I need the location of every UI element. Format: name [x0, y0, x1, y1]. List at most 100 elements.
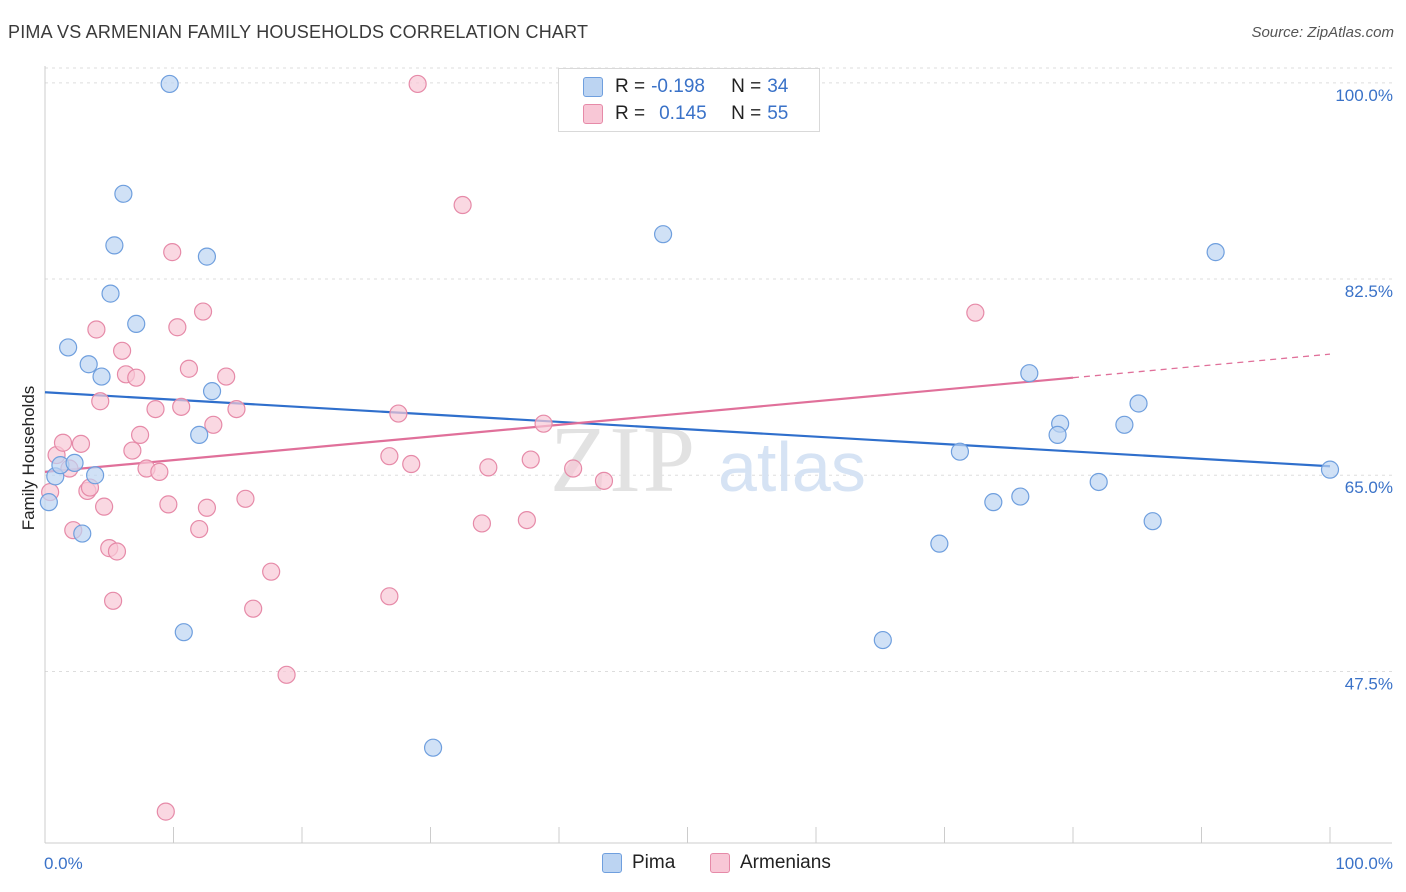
- armenians-point: [159, 495, 178, 514]
- pima-trend-line: [44, 391, 1331, 468]
- pima-legend-swatch: [602, 853, 622, 873]
- armenians-point: [53, 433, 73, 452]
- pima-point: [86, 466, 105, 485]
- grid-layer: [45, 67, 1392, 672]
- trend-lines: [44, 353, 1331, 473]
- armenians-point: [236, 489, 255, 508]
- chart-title: PIMA VS ARMENIAN FAMILY HOUSEHOLDS CORRE…: [8, 22, 589, 42]
- axis-labels: 100.0% 82.5% 65.0% 47.5% 0.0% 100.0%: [44, 86, 1393, 873]
- pima-point: [1143, 512, 1162, 531]
- armenians-n-label: N =: [731, 103, 762, 124]
- armenians-point: [163, 243, 182, 262]
- armenians-point: [168, 318, 187, 337]
- armenians-point: [146, 399, 165, 419]
- armenians-point: [389, 404, 408, 423]
- armenians-point: [87, 320, 106, 339]
- armenians-swatch: [583, 104, 603, 124]
- armenians-point: [534, 414, 553, 433]
- pima-point: [105, 236, 124, 255]
- pima-point: [1020, 364, 1039, 383]
- pima-point: [873, 630, 892, 650]
- series-legend: Pima Armenians: [0, 852, 1406, 878]
- watermark-atlas: atlas: [718, 428, 866, 506]
- armenians-point: [408, 74, 427, 94]
- pima-point: [653, 225, 673, 244]
- armenians-point: [966, 303, 985, 322]
- armenians-point: [380, 587, 399, 606]
- armenians-point: [179, 359, 199, 378]
- pima-point: [174, 623, 193, 642]
- armenians-n-value: 55: [767, 103, 789, 124]
- armenians-point: [521, 450, 540, 469]
- armenians-point: [277, 665, 296, 684]
- armenians-point: [227, 399, 246, 419]
- armenians-trend-extension: [1072, 353, 1331, 379]
- armenians-point: [190, 519, 209, 539]
- armenians-point: [594, 471, 614, 490]
- armenians-r-label: R =: [615, 103, 646, 124]
- pima-point: [101, 284, 120, 303]
- y-tick-label: 82.5%: [1345, 282, 1393, 301]
- pima-n-label: N =: [731, 76, 762, 97]
- armenians-point: [156, 802, 175, 821]
- pima-point: [160, 74, 179, 94]
- pima-point: [59, 338, 78, 357]
- pima-point: [1089, 472, 1108, 492]
- pima-point: [1011, 487, 1030, 506]
- armenians-point: [402, 454, 421, 474]
- armenians-point: [479, 458, 498, 477]
- armenians-point: [71, 434, 91, 453]
- data-points: [39, 74, 1340, 821]
- armenians-point: [217, 367, 236, 386]
- armenians-trend-line: [44, 376, 1074, 473]
- pima-legend-label: Pima: [632, 852, 676, 873]
- armenians-point: [193, 302, 213, 321]
- y-tick-label: 47.5%: [1345, 674, 1393, 693]
- pima-point: [92, 367, 111, 386]
- x-tick-label-start: 0.0%: [44, 854, 83, 873]
- y-axis-title: Family Households: [19, 386, 38, 531]
- pima-point: [197, 247, 217, 266]
- armenians-point: [104, 591, 123, 610]
- pima-point: [127, 314, 146, 333]
- armenians-point: [453, 195, 472, 215]
- pima-point: [202, 382, 222, 401]
- armenians-point: [197, 498, 217, 517]
- pima-n-value: 34: [767, 76, 789, 97]
- legend-item-armenians[interactable]: Armenians: [710, 852, 831, 874]
- pima-point: [1129, 394, 1148, 413]
- legend-row-armenians: R = 0.145 N = 55: [583, 102, 788, 126]
- pima-point: [190, 425, 209, 444]
- armenians-point: [95, 497, 114, 516]
- armenians-point: [123, 441, 142, 460]
- armenians-point: [517, 510, 536, 530]
- y-tick-label: 100.0%: [1335, 86, 1393, 105]
- pima-point: [39, 493, 58, 512]
- armenians-point: [150, 462, 169, 481]
- pima-point: [65, 453, 84, 473]
- legend-row-pima: R = -0.198 N = 34: [583, 75, 788, 99]
- armenians-point: [130, 425, 150, 444]
- pima-r-label: R =: [615, 76, 646, 97]
- source-label: Source: ZipAtlas.com: [1251, 24, 1394, 41]
- armenians-legend-swatch: [710, 853, 730, 873]
- pima-swatch: [583, 77, 603, 97]
- pima-point: [1320, 460, 1340, 479]
- pima-point: [1206, 243, 1225, 262]
- armenians-point: [262, 562, 281, 581]
- armenians-point: [127, 368, 146, 387]
- armenians-r-value: 0.145: [659, 103, 707, 124]
- armenians-point: [472, 514, 491, 533]
- armenians-point: [172, 397, 191, 416]
- x-tick-label-end: 100.0%: [1335, 854, 1393, 873]
- pima-point: [79, 355, 98, 374]
- pima-point: [984, 493, 1003, 512]
- y-tick-label: 65.0%: [1345, 478, 1393, 497]
- armenians-point: [91, 392, 110, 411]
- armenians-point: [564, 459, 583, 478]
- pima-point: [1048, 425, 1067, 444]
- pima-point: [950, 442, 970, 461]
- legend-item-pima[interactable]: Pima: [602, 852, 675, 874]
- armenians-point: [204, 415, 223, 434]
